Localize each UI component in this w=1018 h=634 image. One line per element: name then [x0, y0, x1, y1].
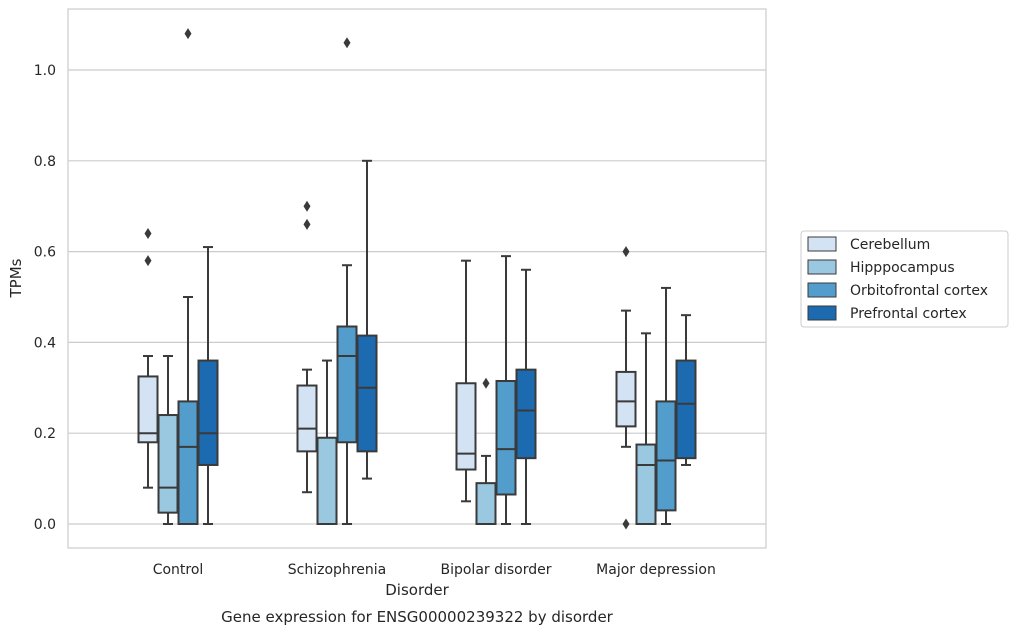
box — [316, 359, 338, 525]
box-series — [137, 28, 697, 530]
outlier-point — [144, 255, 152, 267]
x-tick-label: Major depression — [596, 562, 716, 578]
y-tick-label: 1.0 — [34, 63, 56, 79]
x-tick-label: Control — [153, 562, 204, 578]
legend-item: Prefrontal cortex — [807, 305, 967, 322]
y-tick-label: 0.0 — [34, 517, 56, 533]
box-body — [655, 400, 677, 512]
plot-area-frame — [67, 8, 767, 549]
chart-caption: Gene expression for ENSG00000239322 by d… — [221, 608, 614, 626]
legend-label: Orbitofrontal cortex — [850, 283, 988, 299]
box-body — [495, 379, 517, 496]
y-axis-ticks: 0.0 0.2 0.4 0.6 0.8 1.0 — [34, 63, 56, 533]
outlier-point — [343, 37, 351, 49]
box — [296, 200, 318, 494]
box-body — [296, 384, 318, 453]
box — [475, 377, 497, 526]
box — [197, 246, 219, 525]
x-tick-label: Bipolar disorder — [440, 562, 551, 578]
x-tick-label: Schizophrenia — [288, 562, 386, 578]
y-tick-label: 0.4 — [34, 335, 56, 351]
box — [137, 227, 159, 489]
legend-item: Cerebellum — [807, 236, 930, 253]
box-body — [336, 325, 358, 444]
box-body — [615, 370, 637, 428]
legend-frame — [800, 230, 1009, 328]
x-axis-label: Disorder — [385, 581, 449, 599]
box-body — [515, 368, 537, 460]
box-body — [455, 382, 477, 471]
box-body — [356, 334, 378, 453]
box — [336, 37, 358, 525]
box-body — [316, 436, 338, 525]
box-body — [137, 375, 159, 444]
legend-label: Prefrontal cortex — [850, 306, 967, 322]
y-tick-label: 0.6 — [34, 245, 56, 261]
y-axis-label: TPMs — [7, 258, 25, 298]
box — [356, 159, 378, 480]
series-hipppocampus — [157, 332, 657, 526]
outlier-point — [303, 218, 311, 230]
outlier-point — [482, 377, 490, 389]
legend-label: Hipppocampus — [850, 260, 955, 276]
x-axis-ticks: Control Schizophrenia Bipolar disorder Majo… — [153, 562, 716, 578]
outlier-point — [622, 246, 630, 258]
box — [515, 268, 537, 525]
box — [177, 28, 199, 526]
box-body — [197, 359, 219, 466]
outlier-point — [184, 28, 192, 40]
box — [615, 246, 637, 530]
box-body — [157, 414, 179, 514]
box — [157, 355, 179, 525]
legend-swatch — [807, 259, 837, 275]
outlier-point — [622, 518, 630, 530]
legend-item: Hipppocampus — [807, 259, 955, 276]
outlier-point — [144, 227, 152, 239]
box — [655, 286, 677, 525]
y-tick-label: 0.8 — [34, 154, 56, 170]
legend-item: Orbitofrontal cortex — [807, 282, 988, 299]
legend-swatch — [807, 236, 837, 252]
legend-swatch — [807, 305, 837, 321]
box-body — [635, 443, 657, 525]
series-cerebellum — [137, 200, 637, 530]
box — [495, 255, 517, 525]
legend-label: Cerebellum — [850, 237, 930, 253]
box — [635, 332, 657, 525]
legend: Cerebellum Hipppocampus Orbitofrontal cort… — [800, 230, 1009, 328]
box-body — [675, 359, 697, 460]
box-body — [177, 400, 199, 526]
legend-swatch — [807, 282, 837, 298]
box — [455, 259, 477, 503]
series-orbitofrontal-cortex — [177, 28, 677, 526]
series-prefrontal-cortex — [197, 159, 697, 525]
y-tick-label: 0.2 — [34, 426, 56, 442]
box-body — [475, 482, 497, 526]
outlier-point — [303, 200, 311, 212]
box — [675, 314, 697, 466]
